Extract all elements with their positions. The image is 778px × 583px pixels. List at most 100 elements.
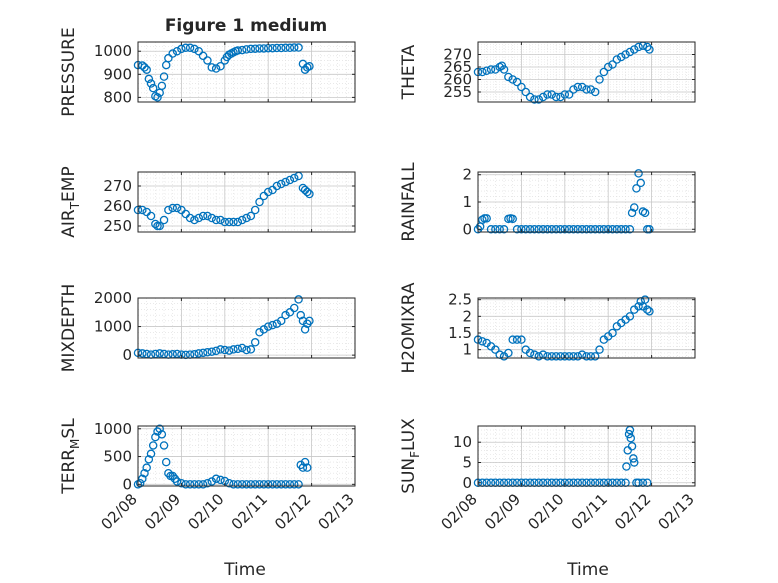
data-point — [300, 457, 310, 467]
data-point — [608, 225, 617, 234]
data-point — [486, 65, 496, 74]
axes-box — [137, 41, 356, 103]
data-point — [543, 352, 552, 361]
data-point — [216, 345, 225, 354]
data-point — [298, 316, 308, 326]
data-point — [486, 225, 496, 234]
y-axis-label: THETA — [399, 44, 419, 100]
y-tick-label: 260 — [103, 197, 132, 215]
y-tick-label: 2000 — [94, 289, 132, 307]
data-point — [634, 302, 643, 311]
data-point — [146, 449, 156, 459]
data-point — [237, 45, 247, 55]
data-point — [521, 225, 530, 234]
data-point — [482, 214, 491, 223]
data-point — [281, 177, 290, 187]
data-point — [622, 462, 631, 471]
data-point — [233, 344, 243, 354]
data-point — [534, 95, 544, 104]
data-point — [268, 480, 277, 489]
x-tick-label: 02/11 — [228, 490, 271, 533]
data-point — [148, 83, 158, 93]
y-tick-label: 1 — [462, 193, 472, 211]
data-point — [629, 203, 639, 212]
data-point — [629, 454, 638, 463]
data-point — [198, 348, 208, 358]
data-point — [603, 62, 613, 72]
data-point — [268, 320, 277, 330]
data-point — [543, 90, 552, 99]
data-point — [525, 348, 535, 358]
data-point — [564, 225, 574, 234]
data-point — [164, 53, 173, 63]
subplot-terr-msl: 0 500 1000 TERRMSL 02/08 02/09 02/10 02/11 02/12… — [59, 418, 358, 534]
subplot-h2omixra: 11.522.5 H2OMIXRA — [399, 282, 696, 374]
data-point — [577, 225, 587, 234]
data-point — [305, 189, 314, 199]
x-tick-label: 02/12 — [611, 490, 654, 533]
data-point — [255, 197, 264, 207]
axes-box — [477, 41, 696, 103]
data-point — [159, 215, 169, 225]
data-point — [281, 43, 290, 53]
data-point — [551, 352, 561, 361]
y-tick-label: 1000 — [94, 318, 132, 336]
y-axis-label: SUNFLUX — [399, 418, 422, 494]
data-point — [569, 85, 578, 94]
data-point — [255, 480, 264, 489]
data-point — [138, 349, 147, 358]
data-point — [237, 343, 247, 353]
data-point — [190, 44, 199, 54]
data-point — [203, 56, 212, 65]
data-point — [560, 352, 570, 361]
data-point — [211, 64, 221, 73]
y-axis-label: H2OMIXRA — [399, 282, 419, 373]
data-point — [582, 225, 591, 234]
data-point — [564, 90, 574, 99]
data-point — [640, 208, 650, 218]
data-point — [177, 44, 186, 54]
data-point — [272, 319, 282, 328]
data-point — [512, 335, 522, 344]
data-point — [645, 225, 654, 234]
data-point — [595, 225, 604, 234]
data-point — [259, 325, 269, 334]
y-axis-label: MIXDEPTH — [59, 284, 79, 373]
data-point — [216, 61, 225, 71]
data-point — [177, 478, 186, 488]
data-point — [303, 463, 312, 472]
data-point — [625, 312, 635, 321]
data-point — [624, 429, 634, 439]
data-point — [525, 92, 535, 102]
data-point — [645, 307, 654, 316]
data-point — [627, 208, 637, 218]
data-point — [612, 225, 622, 234]
data-point — [294, 480, 303, 489]
data-point — [185, 480, 195, 489]
data-point — [285, 43, 295, 53]
data-point — [198, 51, 208, 61]
data-point — [246, 211, 256, 221]
data-point — [569, 225, 578, 234]
x-tick-label: 02/08 — [438, 490, 481, 533]
data-point — [138, 474, 147, 484]
data-point — [603, 225, 613, 234]
data-point — [643, 42, 652, 52]
data-point — [211, 346, 221, 356]
data-point — [233, 480, 243, 489]
data-point — [508, 214, 517, 224]
data-point — [216, 475, 225, 485]
subplot-air-temp: 250 260 270 AIRTEMP — [59, 166, 356, 238]
data-point — [281, 480, 290, 489]
y-axis-label: TERRMSL — [59, 418, 82, 495]
data-point — [285, 175, 295, 185]
data-point — [573, 352, 583, 361]
data-point — [194, 46, 204, 56]
data-point — [148, 441, 158, 450]
axes-box — [477, 297, 696, 359]
data-point — [168, 49, 177, 58]
data-point — [586, 85, 596, 94]
data-point — [250, 480, 260, 489]
data-point — [289, 43, 299, 52]
